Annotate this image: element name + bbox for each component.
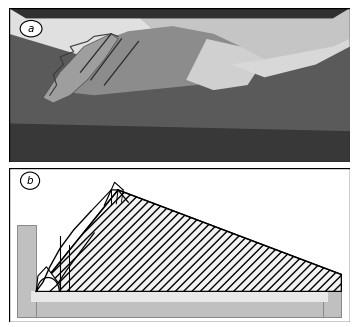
Bar (17, 291, 341, 318)
Bar (323, 276, 341, 318)
Circle shape (20, 172, 40, 189)
Polygon shape (36, 190, 341, 291)
Polygon shape (9, 8, 180, 60)
Text: b: b (27, 176, 33, 186)
Polygon shape (128, 8, 350, 72)
Polygon shape (43, 34, 118, 103)
Polygon shape (231, 39, 350, 77)
Polygon shape (186, 39, 265, 90)
Bar (31, 291, 328, 302)
Polygon shape (9, 8, 350, 18)
Polygon shape (9, 123, 350, 162)
Polygon shape (9, 34, 350, 162)
Polygon shape (36, 267, 60, 291)
Bar (17, 225, 36, 318)
Text: a: a (28, 24, 34, 34)
Polygon shape (50, 26, 241, 95)
Circle shape (20, 21, 42, 37)
